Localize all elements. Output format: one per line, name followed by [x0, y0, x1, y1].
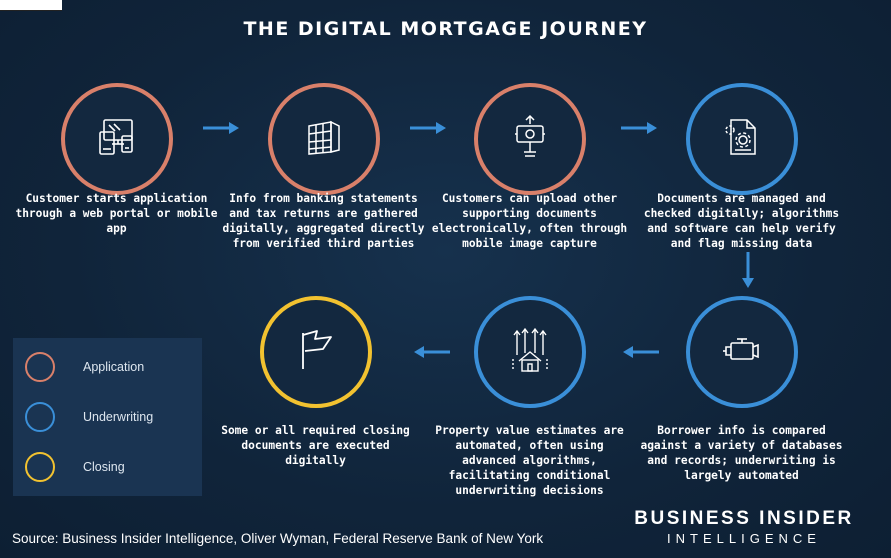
legend-item-application: Application — [25, 352, 144, 382]
document-gear-icon — [717, 112, 767, 166]
building-icon — [299, 112, 349, 166]
house-arrows-icon — [505, 325, 555, 379]
legend-swatch-application — [25, 352, 55, 382]
step-3-circle — [474, 83, 586, 195]
step-3-text: Customers can upload other supporting do… — [431, 192, 628, 250]
source-note: Source: Business Insider Intelligence, O… — [12, 531, 544, 546]
brand-subname: INTELLIGENCE — [667, 531, 821, 546]
legend-label: Closing — [83, 460, 125, 474]
arrow-down — [742, 252, 754, 288]
step-7-text: Some or all required closing documents a… — [221, 424, 410, 467]
devices-icon — [92, 112, 142, 166]
brand-name: BUSINESS INSIDER — [634, 508, 854, 529]
phone-upload-icon — [505, 112, 555, 166]
legend-swatch-underwriting — [25, 402, 55, 432]
top-strip — [0, 0, 62, 11]
step-6-circle — [474, 296, 586, 408]
step-2-circle — [268, 83, 380, 195]
step-2-text: Info from banking statements and tax ret… — [222, 192, 425, 250]
legend-item-underwriting: Underwriting — [25, 402, 153, 432]
legend: Application Underwriting Closing — [13, 338, 202, 496]
arrow-right-1 — [203, 122, 239, 134]
arrow-right-2 — [410, 122, 446, 134]
step-4-circle — [686, 83, 798, 195]
flag-icon — [291, 325, 341, 379]
brand-logo: BUSINESS INSIDER INTELLIGENCE — [619, 508, 869, 546]
step-5-circle — [686, 296, 798, 408]
legend-item-closing: Closing — [25, 452, 125, 482]
step-1-text: Customer starts application through a we… — [15, 192, 218, 235]
page-title: THE DIGITAL MORTGAGE JOURNEY — [243, 18, 648, 40]
legend-swatch-closing — [25, 452, 55, 482]
step-1-circle — [61, 83, 173, 195]
arrow-left-1 — [623, 346, 659, 358]
step-5-text: Borrower info is compared against a vari… — [640, 424, 843, 482]
step-7-circle — [260, 296, 372, 408]
arrow-left-2 — [414, 346, 450, 358]
step-6-text: Property value estimates are automated, … — [435, 424, 624, 497]
legend-label: Application — [83, 360, 145, 374]
engine-icon — [717, 325, 767, 379]
step-4-text: Documents are managed and checked digita… — [643, 192, 840, 250]
legend-label: Underwriting — [83, 410, 154, 424]
arrow-right-3 — [621, 122, 657, 134]
